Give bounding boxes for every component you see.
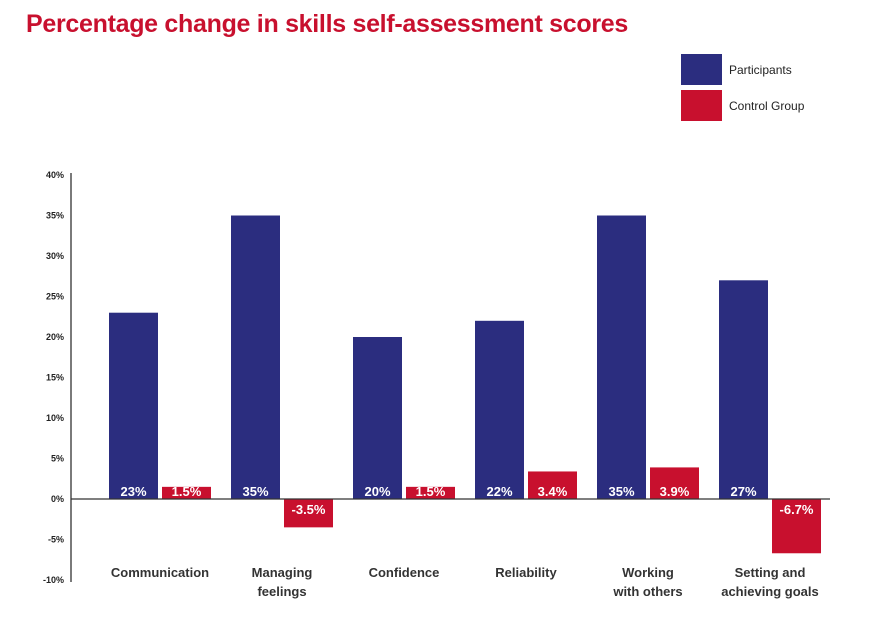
- data-label: 35%: [608, 484, 634, 499]
- y-tick-label: 20%: [46, 332, 64, 342]
- y-tick-label: -10%: [43, 575, 64, 585]
- category-label: Communication: [111, 565, 209, 580]
- legend-item-control-group: Control Group: [681, 90, 804, 121]
- legend-item-participants: Participants: [681, 54, 792, 85]
- category-label: Confidence: [369, 565, 440, 580]
- bar-participants: [719, 280, 768, 499]
- legend-swatch-control-group: [681, 90, 722, 121]
- data-label: 20%: [364, 484, 390, 499]
- legend-swatch-participants: [681, 54, 722, 85]
- category-label: Reliability: [495, 565, 557, 580]
- y-tick-label: 15%: [46, 373, 64, 383]
- data-label: 35%: [242, 484, 268, 499]
- bar-participants: [231, 215, 280, 499]
- category-label: Working: [622, 565, 674, 580]
- y-tick-label: 40%: [46, 170, 64, 180]
- bar-participants: [597, 215, 646, 499]
- category-label: feelings: [257, 584, 306, 599]
- category-label: Managing: [252, 565, 313, 580]
- data-label: -6.7%: [780, 502, 814, 517]
- y-tick-label: 0%: [51, 494, 64, 504]
- category-label: achieving goals: [721, 584, 819, 599]
- bar-participants: [109, 312, 158, 499]
- category-label: with others: [612, 584, 682, 599]
- data-label: 22%: [486, 484, 512, 499]
- bar-participants: [475, 320, 524, 499]
- category-label: Setting and: [735, 565, 806, 580]
- legend-label: Control Group: [729, 98, 805, 113]
- bar-control-group: [528, 471, 577, 499]
- bar-control-group: [650, 467, 699, 499]
- legend-label: Participants: [729, 62, 792, 77]
- data-label: 3.4%: [538, 484, 568, 499]
- y-tick-label: 30%: [46, 251, 64, 261]
- bar-control-group: [406, 486, 455, 499]
- data-label: 1.5%: [172, 484, 202, 499]
- y-tick-label: 5%: [51, 454, 64, 464]
- bar-control-group: [284, 499, 333, 528]
- chart-title: Percentage change in skills self-assessm…: [26, 10, 628, 38]
- data-label: 27%: [730, 484, 756, 499]
- y-tick-label: 25%: [46, 292, 64, 302]
- data-label: 1.5%: [416, 484, 446, 499]
- bar-control-group: [162, 486, 211, 499]
- y-tick-label: 35%: [46, 211, 64, 221]
- data-label: 3.9%: [660, 484, 690, 499]
- bar-participants: [353, 337, 402, 499]
- y-tick-label: -5%: [48, 535, 64, 545]
- bar-control-group: [772, 499, 821, 554]
- data-label: 23%: [120, 484, 146, 499]
- data-label: -3.5%: [292, 502, 326, 517]
- y-tick-label: 10%: [46, 413, 64, 423]
